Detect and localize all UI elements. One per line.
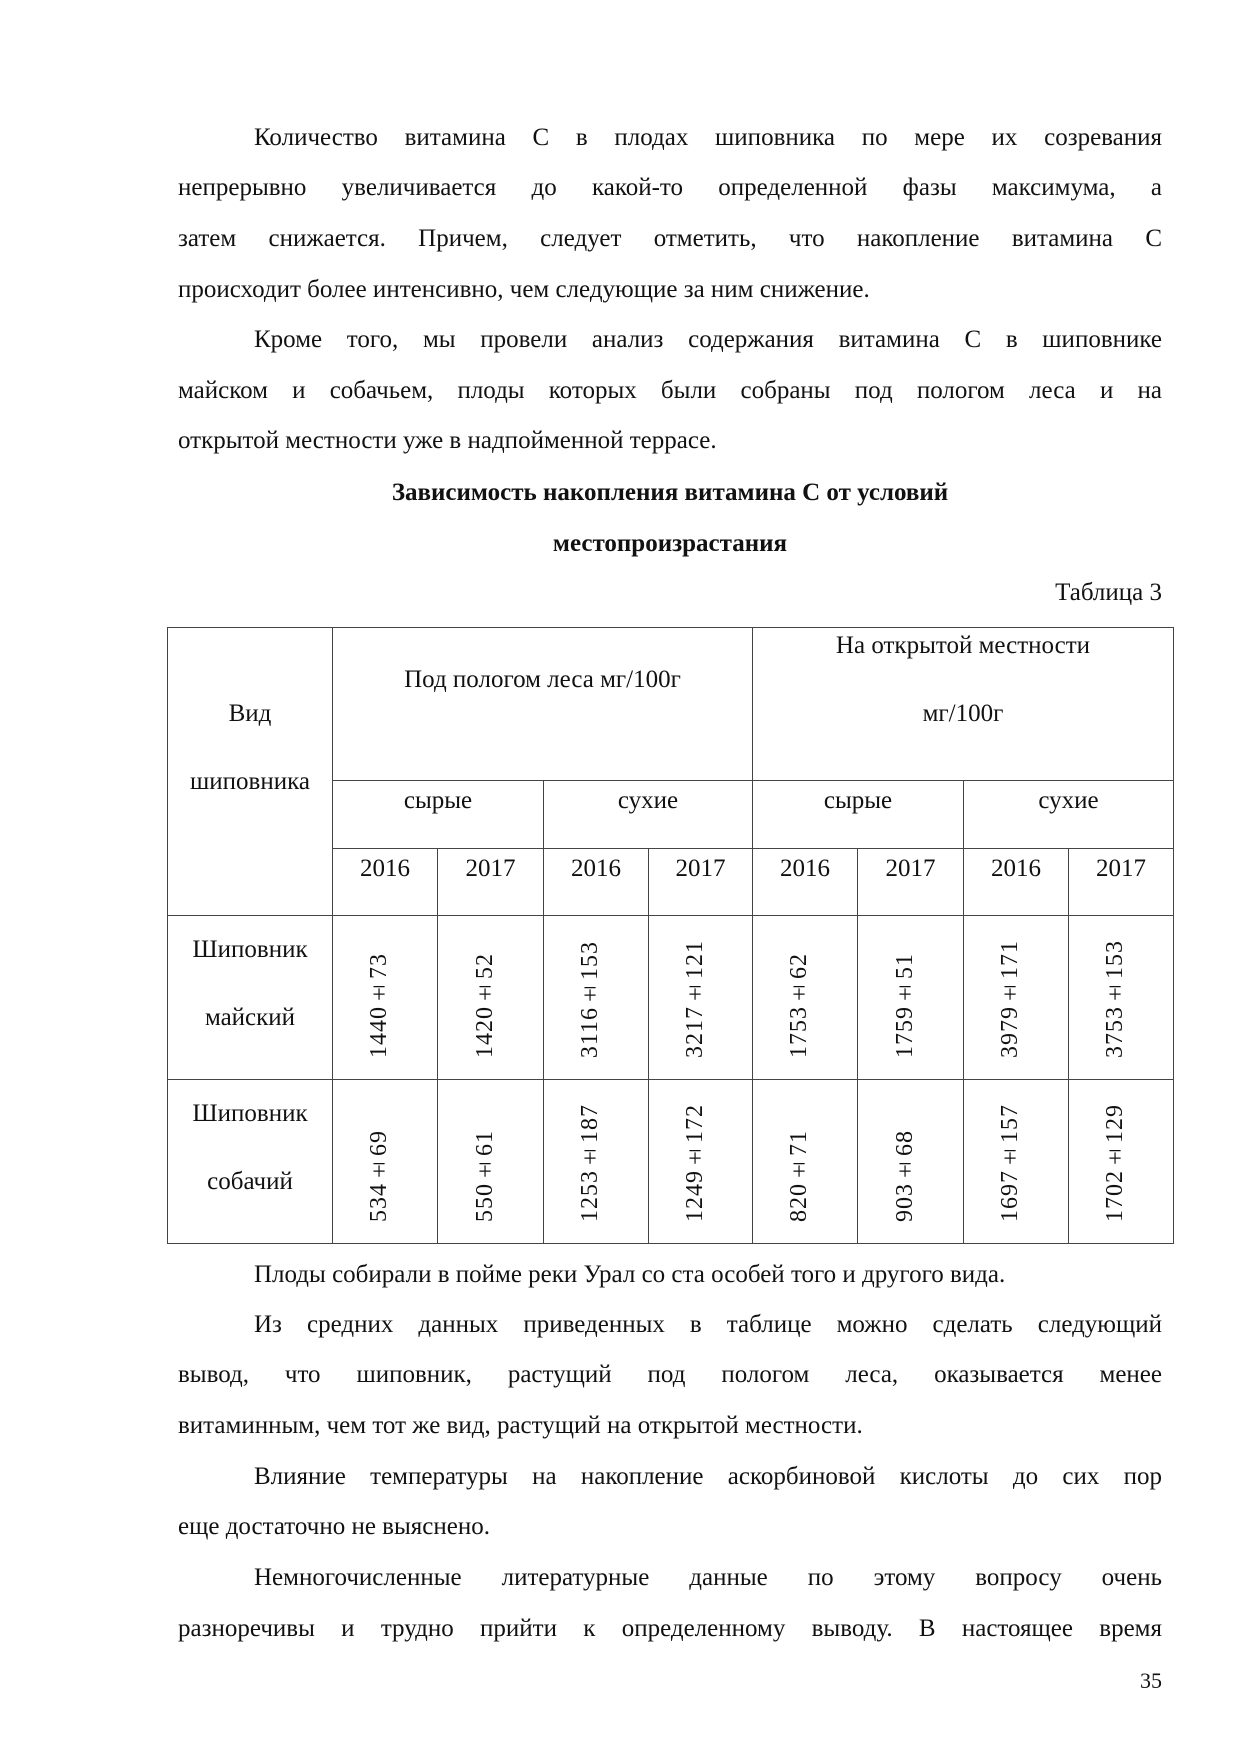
text-line: Количество витамина С в плодах шиповника… bbox=[254, 124, 1162, 151]
text-line: Кроме того, мы провели анализ содержания… bbox=[254, 326, 1162, 353]
value: 3217±121 bbox=[681, 940, 708, 1058]
value-cell: 3753±153 bbox=[1068, 915, 1174, 1080]
value: 3116±153 bbox=[577, 940, 603, 1058]
header-raw: сырые bbox=[752, 780, 964, 849]
header-text: Под пологом леса мг/100г bbox=[404, 666, 681, 693]
text-line: открытой местности уже в надпойменной те… bbox=[178, 427, 717, 454]
header-year: 2017 bbox=[1068, 848, 1174, 916]
value: 1753±62 bbox=[786, 953, 812, 1058]
value: 534±69 bbox=[366, 1130, 392, 1222]
header-year: 2016 bbox=[332, 848, 438, 916]
table-title: местопроизрастания bbox=[552, 530, 788, 557]
header-text: мг/100г bbox=[922, 700, 1004, 727]
text-line: Немногочисленные литературные данные по … bbox=[254, 1564, 1162, 1591]
value: 1702±129 bbox=[1102, 1104, 1128, 1222]
header-year: 2017 bbox=[437, 848, 544, 916]
species-name: Шиповник майский bbox=[167, 915, 333, 1080]
value-cell: 1753±62 bbox=[752, 915, 858, 1080]
value: 903±68 bbox=[891, 1130, 918, 1222]
value: 1249±172 bbox=[681, 1104, 708, 1222]
value-cell: 1440±73 bbox=[332, 915, 438, 1080]
header-year: 2016 bbox=[752, 848, 858, 916]
text-line: майском и собачьем, плоды которых были с… bbox=[178, 377, 1162, 404]
header-text: Вид bbox=[228, 700, 272, 727]
table-row: Шиповник собачий 534±69 550±61 1253±187 … bbox=[167, 1079, 1174, 1244]
header-open: На открытой местности мг/100г bbox=[752, 627, 1174, 781]
value-cell: 3116±153 bbox=[543, 915, 649, 1080]
header-dry: сухие bbox=[543, 780, 753, 849]
header-year: 2016 bbox=[543, 848, 649, 916]
table-row: Шиповник майский 1440±73 1420±52 3116±15… bbox=[167, 915, 1174, 1080]
value-cell: 1697±157 bbox=[963, 1079, 1069, 1244]
value: 1697±157 bbox=[997, 1104, 1023, 1222]
header-year: 2017 bbox=[648, 848, 753, 916]
value-cell: 1702±129 bbox=[1068, 1079, 1174, 1244]
species-name: Шиповник собачий bbox=[167, 1079, 333, 1244]
value-cell: 820±71 bbox=[752, 1079, 858, 1244]
value: 1440±73 bbox=[366, 953, 392, 1058]
text-line: Плоды собирали в пойме реки Урал со ста … bbox=[254, 1261, 1006, 1288]
species-text: собачий bbox=[207, 1168, 293, 1195]
text-line: происходит более интенсивно, чем следующ… bbox=[178, 276, 870, 303]
value: 1759±51 bbox=[891, 953, 918, 1058]
table-title: Зависимость накопления витамина С от усл… bbox=[391, 479, 949, 506]
species-text: майский bbox=[204, 1004, 296, 1031]
header-text: На открытой местности bbox=[835, 632, 1091, 659]
value: 820±71 bbox=[786, 1130, 812, 1222]
header-raw: сырые bbox=[332, 780, 544, 849]
header-year: 2017 bbox=[857, 848, 964, 916]
header-forest: Под пологом леса мг/100г bbox=[332, 627, 753, 781]
data-table: Вид шиповника Под пологом леса мг/100г Н… bbox=[167, 627, 1174, 1244]
text-line: еще достаточно не выяснено. bbox=[178, 1513, 490, 1540]
species-text: Шиповник bbox=[192, 1100, 308, 1127]
value-cell: 903±68 bbox=[857, 1079, 964, 1244]
text-line: Влияние температуры на накопление аскорб… bbox=[254, 1463, 1162, 1490]
value: 3979±171 bbox=[997, 940, 1023, 1058]
text-line: вывод, что шиповник, растущий под полого… bbox=[178, 1361, 1162, 1388]
species-text: Шиповник bbox=[192, 936, 308, 963]
value-cell: 1249±172 bbox=[648, 1079, 753, 1244]
value-cell: 1253±187 bbox=[543, 1079, 649, 1244]
value-cell: 534±69 bbox=[332, 1079, 438, 1244]
header-year: 2016 bbox=[963, 848, 1069, 916]
value-cell: 1759±51 bbox=[857, 915, 964, 1080]
text-line: витаминным, чем тот же вид, растущий на … bbox=[178, 1412, 863, 1439]
text-line: затем снижается. Причем, следует отметит… bbox=[178, 225, 1162, 252]
value: 3753±153 bbox=[1102, 940, 1128, 1058]
value: 1420±52 bbox=[471, 953, 498, 1058]
table-label: Таблица 3 bbox=[1055, 579, 1162, 606]
text-line: непрерывно увеличивается до какой-то опр… bbox=[178, 174, 1162, 201]
value-cell: 3979±171 bbox=[963, 915, 1069, 1080]
page-number: 35 bbox=[1140, 1668, 1162, 1693]
value-cell: 1420±52 bbox=[437, 915, 544, 1080]
header-species: Вид шиповника bbox=[167, 627, 333, 916]
value: 1253±187 bbox=[577, 1104, 603, 1222]
text-line: разноречивы и трудно прийти к определенн… bbox=[178, 1615, 1162, 1642]
header-text: шиповника bbox=[190, 768, 310, 795]
value: 550±61 bbox=[471, 1130, 498, 1222]
value-cell: 3217±121 bbox=[648, 915, 753, 1080]
header-dry: сухие bbox=[963, 780, 1174, 849]
text-line: Из средних данных приведенных в таблице … bbox=[254, 1311, 1162, 1338]
value-cell: 550±61 bbox=[437, 1079, 544, 1244]
